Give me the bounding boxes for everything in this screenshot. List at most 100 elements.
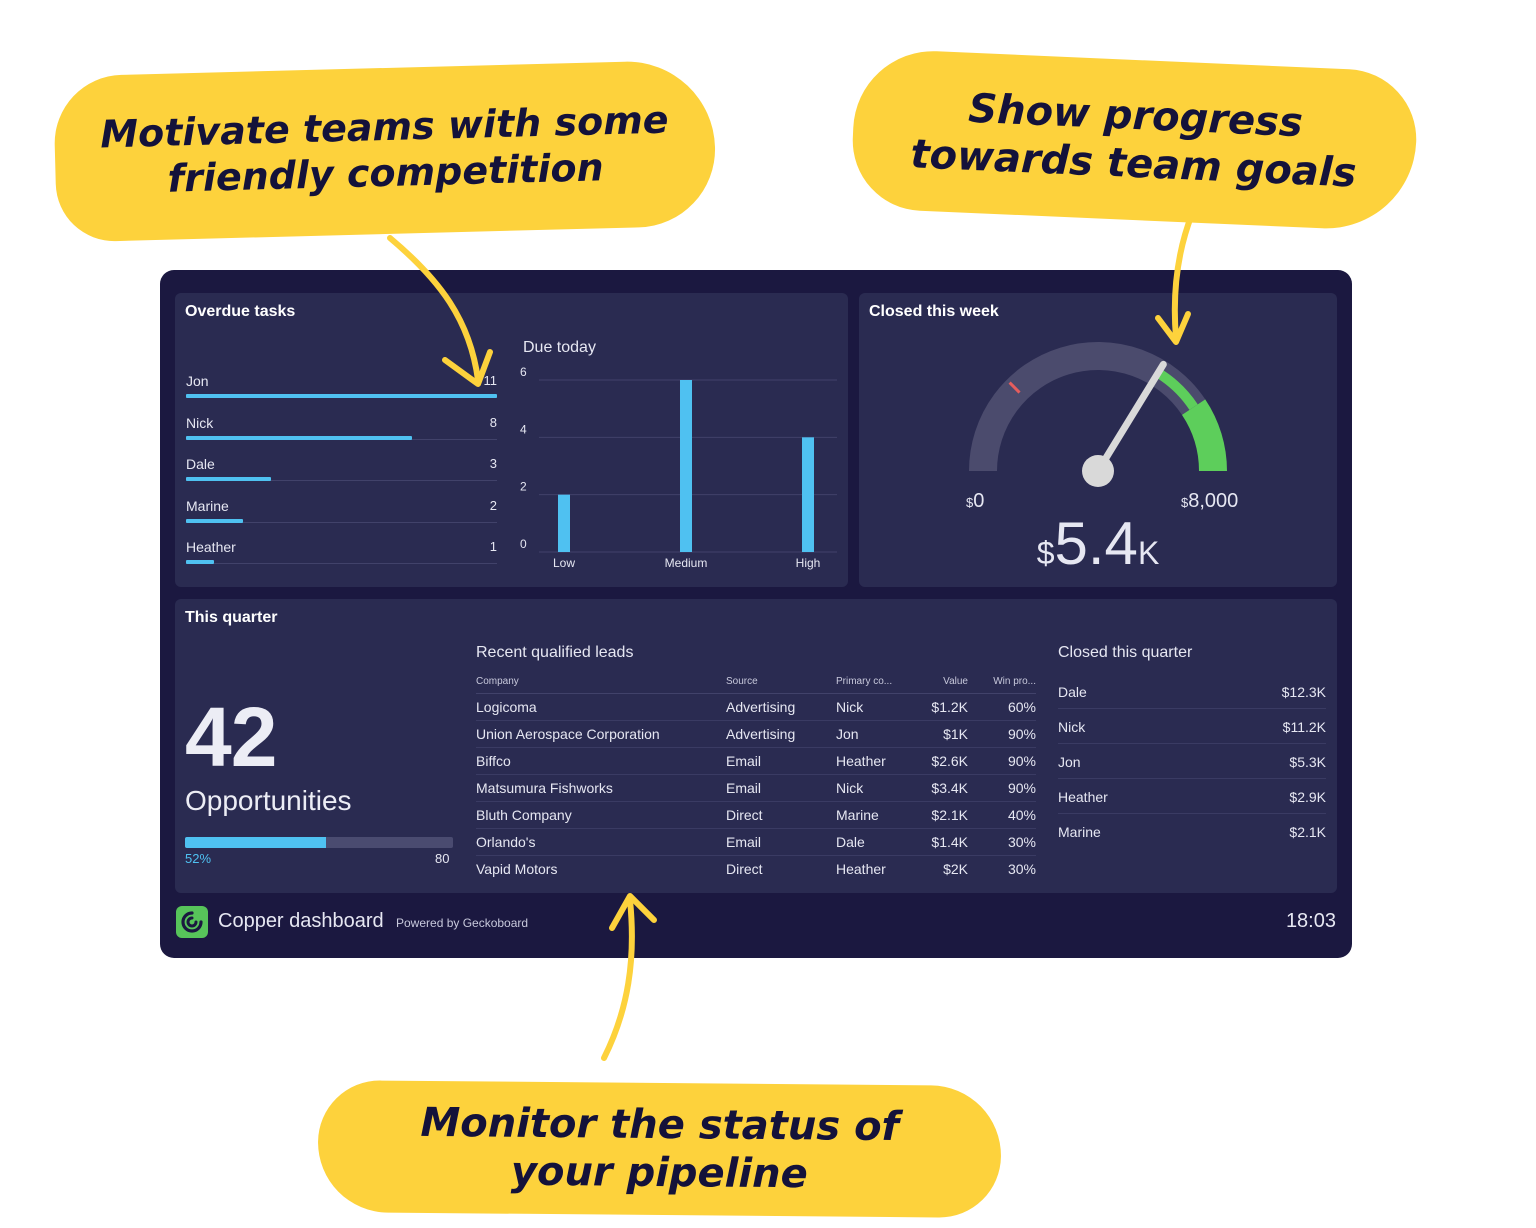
- closed-quarter-title: Closed this quarter: [1058, 644, 1193, 661]
- this-quarter-widget: This quarter 42 Opportunities 52% 80 Rec…: [175, 599, 1337, 893]
- leaderboard-track: [186, 480, 497, 481]
- rep-name: Heather: [1058, 789, 1108, 805]
- copper-swirl-icon: [181, 911, 203, 933]
- due-today-title: Due today: [523, 339, 596, 356]
- leaderboard-row: Marine 2: [186, 498, 497, 538]
- currency-symbol: $: [966, 495, 974, 510]
- closed-amount: $2.1K: [1289, 824, 1326, 840]
- leaderboard-row: Heather 1: [186, 539, 497, 579]
- gauge-target-zone: [1181, 399, 1227, 472]
- rep-name: Nick: [1058, 719, 1086, 735]
- cell-value: $2K: [943, 861, 968, 877]
- column-header-source: Source: [726, 669, 836, 694]
- leaderboard-value: 3: [489, 456, 497, 471]
- currency-symbol: $: [1036, 535, 1055, 571]
- cell-source: Email: [726, 747, 836, 775]
- dashboard-screen: Overdue tasks Jon 11 Nick 8 Dale 3 Marine 2 Heat…: [160, 270, 1352, 958]
- leaderboard-name: Heather: [186, 539, 236, 555]
- leaderboard-name: Jon: [186, 373, 209, 389]
- cell-source: Email: [726, 828, 836, 856]
- cell-company: Biffco: [476, 747, 726, 775]
- column-header-win-probability: Win pro...: [968, 669, 1036, 694]
- callout-pipeline-status: Monitor the status of your pipeline: [317, 1080, 1002, 1218]
- currency-symbol: $: [1181, 495, 1189, 510]
- closed-amount: $5.3K: [1289, 754, 1326, 770]
- list-item: Dale $12.3K: [1058, 673, 1326, 709]
- opportunities-label: Opportunities: [185, 785, 352, 816]
- cell-source: Advertising: [726, 693, 836, 721]
- list-item: Nick $11.2K: [1058, 708, 1326, 744]
- gauge-warning-marker: [1008, 381, 1021, 394]
- x-tick-label: Medium: [665, 556, 708, 570]
- leaderboard-value: 8: [489, 414, 497, 430]
- y-tick-label: 2: [520, 480, 527, 494]
- leaderboard-value: 2: [489, 497, 497, 513]
- list-item: Heather $2.9K: [1058, 778, 1326, 814]
- cell-value: $1.2K: [926, 693, 968, 721]
- bar-low: [558, 494, 570, 552]
- bar-high: [802, 437, 814, 552]
- cell-source: Advertising: [726, 720, 836, 748]
- leaderboard-track: [186, 521, 497, 523]
- y-axis-ticks: 6 4 2 0: [520, 365, 527, 551]
- table-row: Bluth Company Direct Marine $2.1K 40%: [476, 801, 1036, 829]
- table-row: Biffco Email Heather $2.6K 90%: [476, 747, 1036, 775]
- cell-value: $1.4K: [926, 828, 968, 856]
- callout-team-goals: Show progress towards team goals: [849, 47, 1420, 233]
- widget-title: Closed this week: [869, 303, 999, 320]
- y-tick-label: 4: [520, 422, 527, 436]
- cell-value: $2.6K: [926, 747, 968, 775]
- cell-company: Matsumura Fishworks: [476, 774, 726, 802]
- rep-name: Marine: [1058, 824, 1101, 840]
- list-item: Marine $2.1K: [1058, 813, 1326, 848]
- leaderboard-row: Nick 8: [186, 415, 497, 455]
- cell-primary-contact: Marine: [836, 801, 926, 829]
- due-today-chart: 6 4 2 0 Low Medium High: [520, 365, 837, 570]
- table-row: Vapid Motors Direct Heather $2K 30%: [476, 856, 1036, 883]
- progress-percent: 52%: [185, 851, 212, 866]
- table-row: Logicoma Advertising Nick $1.2K 60%: [476, 693, 1036, 721]
- leaderboard-name: Marine: [186, 497, 229, 514]
- column-header-company: Company: [476, 669, 726, 694]
- x-axis-labels: Low Medium High: [553, 556, 820, 570]
- cell-primary-contact: Dale: [836, 828, 926, 856]
- progress-fill: [185, 837, 326, 848]
- value-suffix: K: [1137, 535, 1160, 571]
- leaderboard-value: 11: [483, 373, 498, 388]
- widget-title: Overdue tasks: [185, 303, 296, 320]
- closed-amount: $11.2K: [1282, 719, 1326, 735]
- cell-win-probability: 90%: [968, 774, 1036, 802]
- opportunities-progress-bar: [185, 837, 453, 848]
- cell-company: Union Aerospace Corporation: [476, 720, 726, 748]
- copper-logo-icon: [176, 906, 208, 938]
- leaderboard-bar: [186, 435, 413, 440]
- leaderboard-bar: [186, 394, 497, 398]
- cell-win-probability: 30%: [968, 828, 1036, 856]
- cell-source: Direct: [726, 801, 836, 829]
- cell-value: $2.1K: [926, 801, 968, 829]
- leaderboard-bar: [186, 560, 215, 564]
- leads-table-title: Recent qualified leads: [476, 644, 634, 661]
- y-tick-label: 6: [520, 365, 527, 379]
- cell-company: Logicoma: [476, 693, 726, 721]
- cell-win-probability: 90%: [968, 720, 1036, 748]
- leaderboard-name: Dale: [186, 456, 215, 472]
- gauge-chart: [969, 342, 1227, 487]
- cell-win-probability: 30%: [1007, 861, 1036, 877]
- cell-company: Bluth Company: [476, 801, 726, 829]
- gauge-min-label: $0: [966, 490, 984, 513]
- callout-team-competition: Motivate teams with some friendly compet…: [52, 59, 718, 243]
- cell-primary-contact: Heather: [836, 861, 886, 877]
- dashboard-title: Copper dashboard: [218, 910, 384, 932]
- cell-win-probability: 40%: [968, 801, 1036, 829]
- leaderboard-track: [186, 563, 497, 564]
- y-tick-label: 0: [520, 537, 527, 551]
- table-row: Union Aerospace Corporation Advertising Jo…: [476, 720, 1036, 748]
- leads-table: Company Source Primary co... Value Win p…: [476, 669, 1036, 882]
- value-number: 5.4: [1054, 510, 1138, 577]
- cell-value: $3.4K: [926, 774, 968, 802]
- closed-amount: $2.9K: [1289, 789, 1326, 805]
- x-tick-label: High: [796, 556, 821, 570]
- leaderboard-name: Nick: [186, 414, 214, 431]
- chart-bars: [558, 380, 814, 552]
